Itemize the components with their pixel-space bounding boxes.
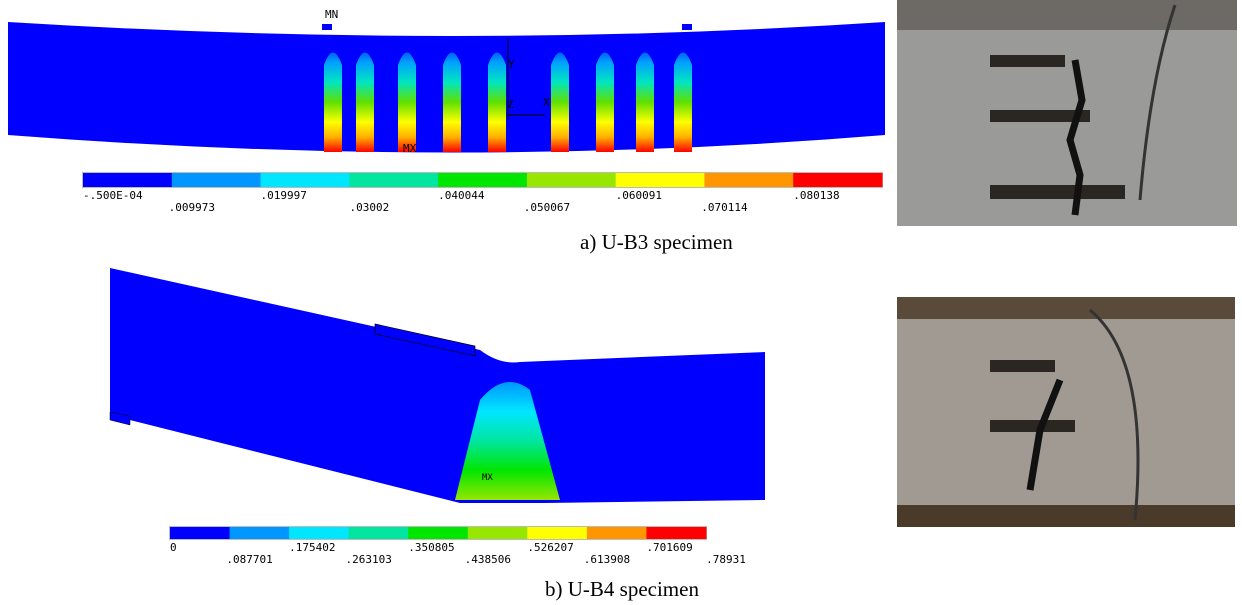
legend-band [83, 173, 172, 187]
legend-label: .070114 [701, 201, 748, 214]
axis-x: X [543, 96, 550, 109]
legend-label: .009973 [169, 201, 215, 214]
legend-band [704, 173, 793, 187]
caption-a: a) U-B3 specimen [580, 230, 733, 254]
legend-label: .040044 [438, 189, 485, 202]
legend-band [587, 527, 647, 539]
legend-band [468, 527, 528, 539]
beam-b [110, 268, 765, 503]
legend-label: .350805 [408, 541, 454, 554]
legend-label: .438506 [465, 553, 511, 566]
marker-mx: MX [482, 473, 493, 483]
legend-label: .019997 [261, 189, 307, 202]
legend-band [527, 173, 616, 187]
legend-band [646, 527, 706, 539]
stress-plume [324, 53, 342, 153]
stress-plume [398, 53, 416, 153]
legend-band [349, 173, 438, 187]
photo-b-strip [990, 360, 1055, 372]
legend-band [793, 173, 882, 187]
marker-mn: MN [325, 8, 338, 21]
photo-a-strip [990, 55, 1065, 67]
caption-b: b) U-B4 specimen [545, 577, 699, 601]
legend-label: .080138 [793, 189, 839, 202]
legend-band [408, 527, 468, 539]
stress-plume [356, 53, 374, 153]
legend-label: .03002 [349, 201, 389, 214]
legend-label: .060091 [616, 189, 662, 202]
legend-label: .701609 [646, 541, 692, 554]
legend-band [170, 527, 230, 539]
axis-y: Y [508, 58, 515, 71]
legend-band [172, 173, 261, 187]
figure: MN MX Y Z X a) U-B3 specimen MX b) U-B4 … [0, 0, 1242, 605]
photo-a-strip [990, 185, 1125, 199]
legend-band [438, 173, 527, 187]
axis-z: Z [507, 98, 514, 111]
legend-label: .613908 [584, 553, 630, 566]
support-plate [322, 24, 332, 30]
legend-label: -.500E-04 [83, 189, 143, 202]
page: MN MX Y Z X a) U-B3 specimen MX b) U-B4 … [0, 0, 1242, 605]
legend-label: .050067 [524, 201, 570, 214]
legend-band [527, 527, 587, 539]
photo-b-strip [990, 420, 1075, 432]
stress-plume [443, 53, 461, 153]
legend-band [289, 527, 349, 539]
legend-label: .175402 [289, 541, 335, 554]
stress-plume [636, 53, 654, 153]
legend-band [261, 173, 350, 187]
marker-mx: MX [403, 142, 417, 155]
photo-a-shadow [897, 0, 1237, 30]
legend-band [349, 527, 409, 539]
stress-plume [596, 53, 614, 153]
photo-b-shadow [897, 297, 1235, 319]
legend-band [616, 173, 705, 187]
stress-plume [488, 53, 506, 153]
photo-b-shadow [897, 505, 1235, 527]
legend-label: 0 [170, 541, 177, 554]
legend-band [230, 527, 290, 539]
legend-label: .263103 [345, 553, 391, 566]
stress-plume [551, 53, 569, 153]
legend-label: .087701 [226, 553, 272, 566]
photo-b [897, 297, 1235, 527]
stress-plume [674, 53, 692, 153]
legend-label: .526207 [527, 541, 573, 554]
legend-label: .78931 [706, 553, 746, 566]
support-plate [682, 24, 692, 30]
